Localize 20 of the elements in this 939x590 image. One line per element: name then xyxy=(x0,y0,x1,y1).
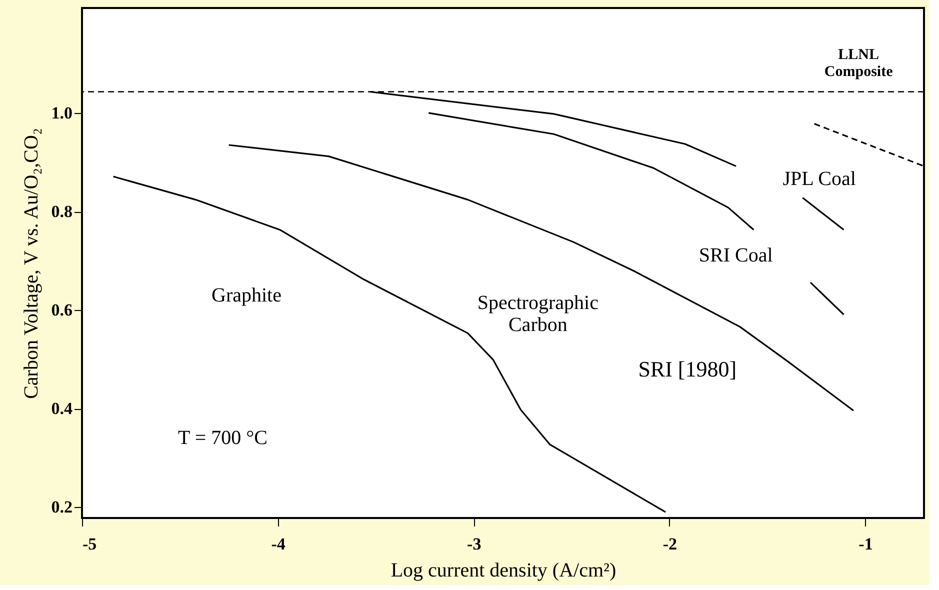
annotation: JPL Coal xyxy=(782,168,856,190)
x-tick-label: -5 xyxy=(82,534,97,554)
y-tick-label: 0.4 xyxy=(51,399,73,418)
y-tick-label: 1.0 xyxy=(51,103,72,122)
annotation: Graphite xyxy=(212,284,282,307)
x-tick-label: -2 xyxy=(662,534,678,554)
x-tick-label: -1 xyxy=(858,534,873,554)
annotation: SRI Coal xyxy=(698,244,774,266)
x-tick-label: -3 xyxy=(467,534,482,554)
x-axis-title: Log current density (A/cm²) xyxy=(390,560,616,582)
annotation: Spectrographic Carbon xyxy=(477,292,599,336)
annotation: SRI [1980] xyxy=(638,356,737,382)
x-tick-label: -4 xyxy=(271,534,286,554)
y-tick-label: 0.2 xyxy=(51,498,72,517)
annotation: LLNL Composite xyxy=(824,46,894,80)
y-tick-label: 0.8 xyxy=(51,202,72,222)
y-tick-label: 0.6 xyxy=(51,300,72,320)
line-series xyxy=(428,112,754,231)
annotation: T = 700 °C xyxy=(178,427,268,450)
y-axis-title: Carbon Voltage, V vs. Au/O₂,CO₂ xyxy=(20,128,42,399)
